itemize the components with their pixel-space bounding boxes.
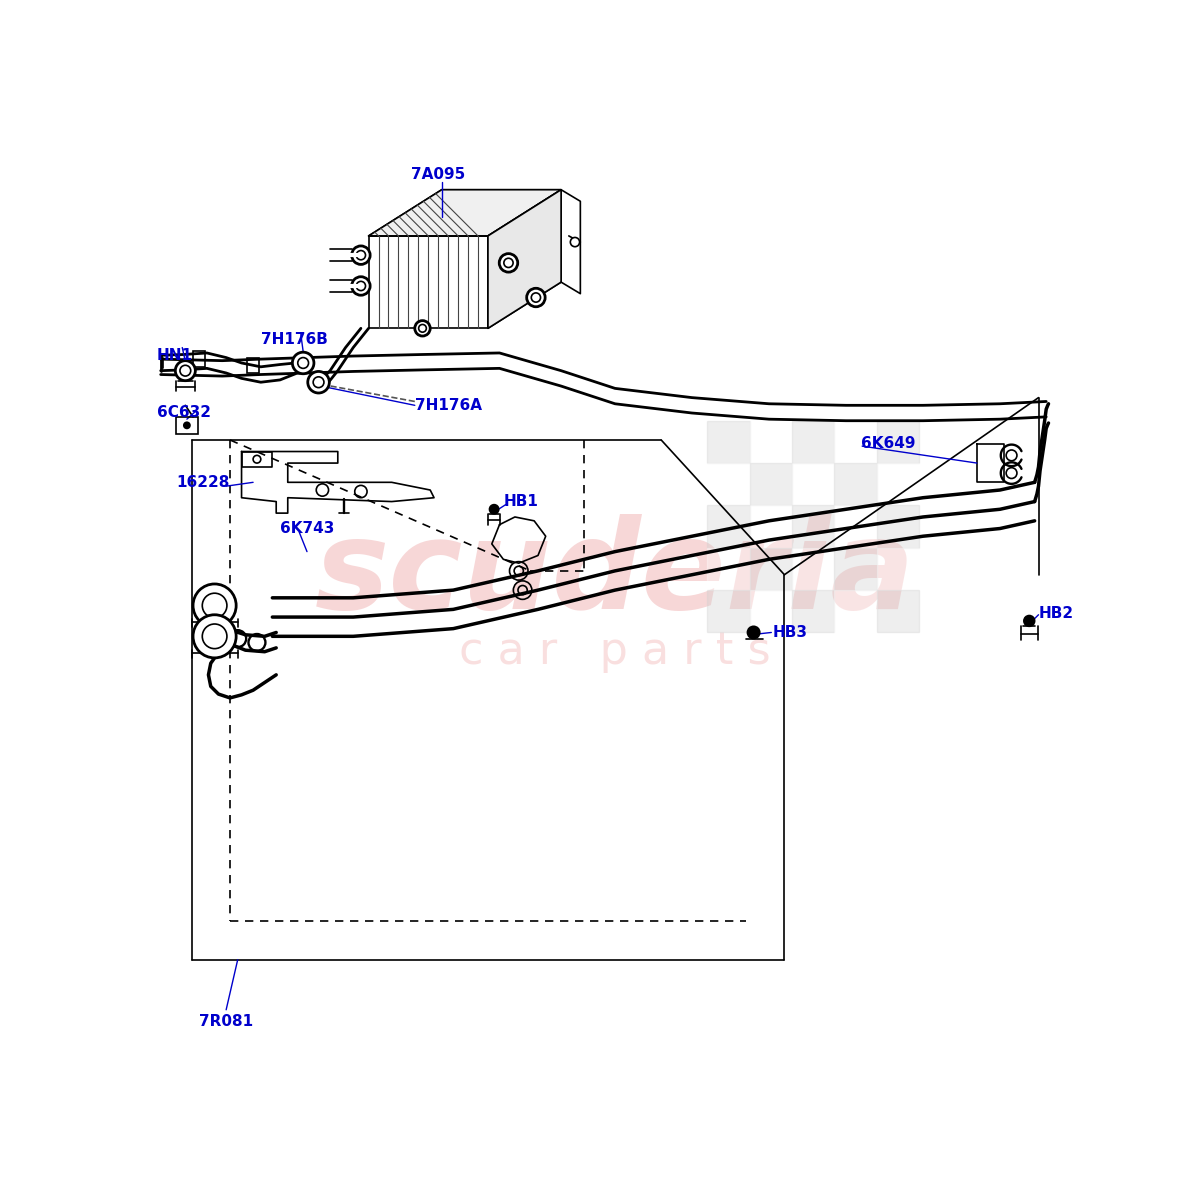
Bar bbox=[834, 421, 877, 463]
Bar bbox=[877, 590, 919, 633]
Bar bbox=[708, 590, 750, 633]
Bar bbox=[750, 421, 792, 463]
Circle shape bbox=[499, 254, 517, 273]
Bar bbox=[708, 506, 750, 548]
Circle shape bbox=[748, 627, 760, 639]
Bar bbox=[834, 506, 877, 548]
Text: 7H176A: 7H176A bbox=[415, 397, 482, 413]
Bar bbox=[792, 421, 834, 463]
Circle shape bbox=[527, 288, 545, 306]
Circle shape bbox=[193, 615, 236, 658]
Circle shape bbox=[293, 352, 314, 373]
Text: 6K743: 6K743 bbox=[280, 520, 335, 536]
Circle shape bbox=[352, 276, 370, 295]
Bar bbox=[750, 506, 792, 548]
Text: 6C632: 6C632 bbox=[157, 405, 211, 420]
Bar bbox=[750, 548, 792, 590]
Bar bbox=[193, 352, 205, 367]
Bar bbox=[834, 548, 877, 590]
Circle shape bbox=[175, 361, 196, 380]
Bar bbox=[708, 548, 750, 590]
Bar bbox=[792, 463, 834, 506]
Circle shape bbox=[1024, 616, 1034, 627]
Bar bbox=[708, 463, 750, 506]
Text: 7R081: 7R081 bbox=[199, 1014, 253, 1029]
Bar bbox=[792, 548, 834, 590]
Polygon shape bbox=[368, 190, 562, 236]
Bar bbox=[176, 417, 198, 434]
Bar bbox=[708, 421, 750, 463]
Circle shape bbox=[184, 422, 190, 428]
Text: 7A095: 7A095 bbox=[410, 166, 466, 182]
Bar bbox=[247, 358, 259, 373]
Circle shape bbox=[415, 321, 431, 336]
Bar bbox=[750, 590, 792, 633]
Bar bbox=[877, 463, 919, 506]
Bar bbox=[792, 506, 834, 548]
Text: HN1: HN1 bbox=[157, 348, 193, 362]
Bar bbox=[877, 506, 919, 548]
Text: 7H176B: 7H176B bbox=[260, 332, 328, 347]
Text: 16228: 16228 bbox=[176, 475, 229, 489]
Text: HB3: HB3 bbox=[773, 624, 808, 640]
Text: HB2: HB2 bbox=[1038, 605, 1074, 621]
Text: HB1: HB1 bbox=[503, 494, 539, 508]
Circle shape bbox=[490, 505, 499, 514]
Circle shape bbox=[570, 238, 580, 246]
Bar bbox=[877, 421, 919, 463]
Circle shape bbox=[193, 584, 236, 627]
Text: scuderia: scuderia bbox=[314, 514, 916, 635]
Text: c a r   p a r t s: c a r p a r t s bbox=[460, 630, 770, 673]
Circle shape bbox=[307, 372, 329, 393]
Bar bbox=[834, 590, 877, 633]
Bar bbox=[834, 463, 877, 506]
Circle shape bbox=[352, 246, 370, 264]
Text: 6K649: 6K649 bbox=[862, 437, 916, 451]
Polygon shape bbox=[488, 190, 562, 329]
Bar bbox=[877, 548, 919, 590]
Bar bbox=[792, 590, 834, 633]
Bar bbox=[750, 463, 792, 506]
